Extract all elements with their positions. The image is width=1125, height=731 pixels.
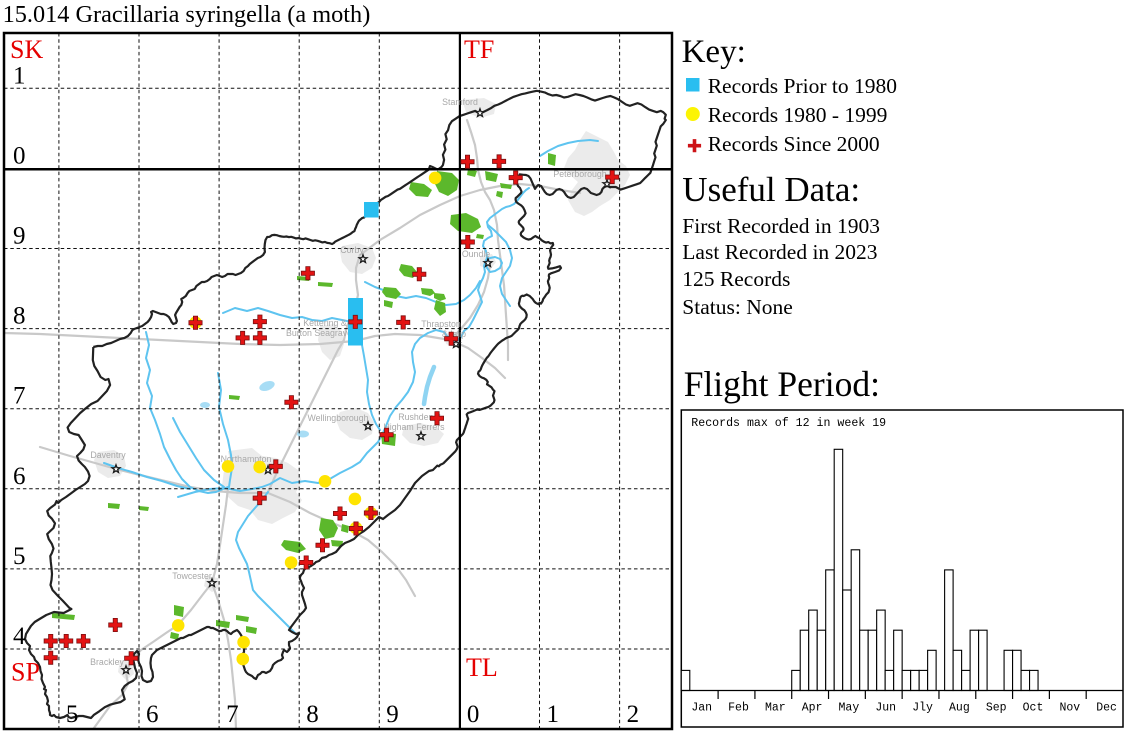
svg-text:4: 4: [13, 623, 26, 650]
svg-text:7: 7: [13, 383, 26, 410]
svg-text:Higham Ferrers: Higham Ferrers: [383, 422, 445, 432]
svg-text:TF: TF: [464, 35, 494, 64]
svg-text:SP: SP: [11, 658, 40, 687]
svg-text:SK: SK: [10, 35, 43, 64]
svg-text:5: 5: [66, 701, 79, 728]
svg-text:0: 0: [13, 142, 26, 169]
svg-text:8: 8: [306, 701, 319, 728]
svg-text:1: 1: [13, 62, 26, 89]
svg-text:Brackley: Brackley: [90, 657, 124, 667]
svg-text:Nov: Nov: [1059, 702, 1080, 715]
svg-text:Sep: Sep: [986, 702, 1007, 715]
svg-text:Stamford: Stamford: [442, 97, 478, 107]
svg-text:Rushden &: Rushden &: [398, 412, 442, 422]
svg-text:Oundle: Oundle: [462, 249, 490, 259]
svg-text:Jan: Jan: [691, 702, 712, 715]
svg-text:9: 9: [13, 223, 26, 250]
svg-text:Records max of 12 in week 19: Records max of 12 in week 19: [691, 417, 886, 430]
svg-text:Dec: Dec: [1096, 702, 1117, 715]
svg-text:Towcester: Towcester: [172, 571, 212, 581]
svg-text:6: 6: [146, 701, 159, 728]
svg-text:& Islip: & Islip: [442, 329, 466, 339]
svg-text:9: 9: [386, 701, 399, 728]
svg-text:Daventry: Daventry: [90, 450, 126, 460]
svg-text:Jun: Jun: [875, 702, 896, 715]
svg-text:Burton Seagrave: Burton Seagrave: [286, 328, 352, 338]
svg-text:Aug: Aug: [949, 702, 970, 715]
svg-text:May: May: [839, 702, 860, 715]
svg-text:8: 8: [13, 303, 26, 330]
svg-text:Corby: Corby: [340, 245, 364, 255]
svg-text:Mar: Mar: [765, 702, 786, 715]
svg-text:Wellingborough: Wellingborough: [308, 413, 369, 423]
svg-text:Oct: Oct: [1023, 702, 1044, 715]
svg-text:5: 5: [13, 543, 26, 570]
svg-text:1: 1: [547, 701, 560, 728]
svg-text:Jly: Jly: [912, 702, 933, 715]
svg-text:Thrapston: Thrapston: [421, 319, 461, 329]
svg-text:Apr: Apr: [802, 702, 823, 715]
svg-text:7: 7: [226, 701, 239, 728]
svg-text:6: 6: [13, 463, 26, 490]
svg-text:Peterborough: Peterborough: [553, 169, 606, 179]
svg-text:Feb: Feb: [728, 702, 749, 715]
svg-text:Northampton: Northampton: [221, 454, 272, 464]
svg-text:0: 0: [467, 701, 480, 728]
svg-text:2: 2: [627, 701, 640, 728]
svg-text:Kettering &: Kettering &: [303, 318, 347, 328]
svg-text:TL: TL: [466, 653, 498, 682]
